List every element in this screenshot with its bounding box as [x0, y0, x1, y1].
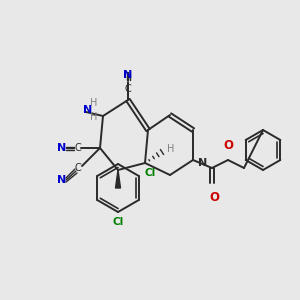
Text: N: N: [198, 158, 207, 168]
Text: N: N: [123, 70, 133, 80]
Text: O: O: [223, 139, 233, 152]
Text: O: O: [209, 191, 219, 204]
Text: N: N: [57, 143, 67, 153]
Text: C: C: [124, 84, 131, 94]
Text: C: C: [75, 143, 81, 153]
Text: H: H: [90, 98, 98, 108]
Text: N: N: [83, 105, 93, 115]
Text: N: N: [57, 175, 67, 185]
Text: Cl: Cl: [145, 168, 156, 178]
Text: H: H: [90, 112, 98, 122]
Polygon shape: [116, 170, 121, 188]
Text: H: H: [167, 144, 174, 154]
Text: C: C: [75, 163, 81, 173]
Text: Cl: Cl: [112, 217, 124, 227]
